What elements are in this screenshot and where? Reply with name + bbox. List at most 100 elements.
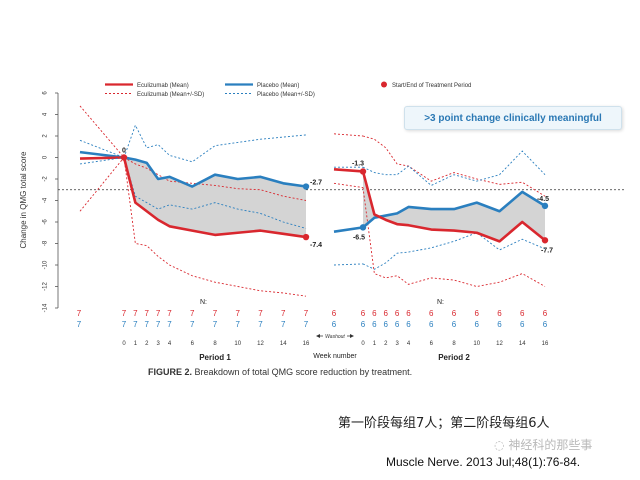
n-eculizumab: 6 [475, 309, 480, 318]
n-eculizumab: 7 [167, 309, 172, 318]
n-eculizumab: 7 [77, 309, 82, 318]
eculizumab-end-marker [302, 233, 310, 241]
y-tick-label: 0 [43, 155, 49, 159]
n-placebo: 6 [543, 320, 548, 329]
n-eculizumab: 6 [384, 309, 389, 318]
n-placebo: 7 [122, 320, 127, 329]
eculizumab-sd-lower-line [123, 157, 307, 297]
n-placebo: 7 [304, 320, 309, 329]
legend-entry: Eculizumab (Mean+/-SD) [137, 92, 204, 98]
n-placebo: 7 [281, 320, 286, 329]
x-tick-label: 1 [373, 341, 377, 347]
x-tick-label: 2 [145, 341, 149, 347]
x-tick-label: 2 [384, 341, 388, 347]
placebo-baseline-sd-lower [79, 157, 125, 165]
legend-entry: Placebo (Mean+/-SD) [257, 92, 315, 98]
eculizumab-sd-lower-line [362, 187, 546, 287]
start-marker [120, 154, 128, 161]
eculizumab-mean-line [122, 157, 307, 239]
n-placebo: 6 [332, 320, 337, 329]
washout-label-bg [323, 332, 347, 340]
legend-entry: Eculizumab (Mean) [137, 83, 189, 89]
y-tick-label: -4 [43, 197, 49, 203]
y-tick-label: -14 [43, 303, 49, 312]
washout-label: Washout [325, 334, 345, 340]
clinical-callout: >3 point change clinically meaningful [404, 106, 622, 130]
n-eculizumab: 6 [497, 309, 502, 318]
n-eculizumab: 6 [406, 309, 411, 318]
y-tick-label: -10 [43, 260, 49, 269]
n-placebo: 6 [429, 320, 434, 329]
n-eculizumab: 7 [156, 309, 161, 318]
x-tick-label: 4 [168, 341, 172, 347]
x-tick-label: 3 [156, 341, 160, 347]
start-value-label: 0 [122, 148, 126, 155]
n-placebo: 6 [497, 320, 502, 329]
legend-entry: Start/End of Treatment Period [392, 83, 471, 89]
eculizumab-start-marker [359, 168, 367, 175]
y-tick-label: -2 [43, 176, 49, 182]
x-tick-label: 16 [542, 341, 549, 347]
n-eculizumab: 7 [236, 309, 241, 318]
eculizumab-start-label: -1.3 [352, 160, 364, 167]
x-tick-label: 0 [122, 341, 126, 347]
n-eculizumab: 6 [520, 309, 525, 318]
placebo-end-marker [541, 202, 549, 210]
chinese-caption: 第一阶段每组7人；第二阶段每组6人 [338, 416, 550, 431]
n-eculizumab: 7 [258, 309, 263, 318]
difference-area [363, 171, 545, 242]
x-tick-label: 10 [473, 341, 480, 347]
n-eculizumab: 6 [429, 309, 434, 318]
n-placebo: 6 [361, 320, 366, 329]
placebo-sd-upper-line [362, 150, 546, 186]
n-placebo: 7 [77, 320, 82, 329]
n-eculizumab: 6 [395, 309, 400, 318]
placebo-baseline-sd-lower [333, 263, 364, 266]
n-placebo: 7 [156, 320, 161, 329]
x-tick-label: 12 [257, 341, 264, 347]
n-placebo: 6 [384, 320, 389, 329]
eculizumab-end-label: -7.7 [541, 247, 553, 254]
legend-entry: Placebo (Mean) [257, 83, 299, 89]
placebo-end-marker [302, 183, 310, 190]
placebo-mean-line [123, 156, 307, 188]
placebo-sd-upper-line [123, 124, 307, 163]
watermark: ◌ 神经科的那些事 [494, 436, 592, 453]
n-eculizumab: 7 [281, 309, 286, 318]
eculizumab-baseline-sd-upper [79, 105, 125, 158]
y-tick-label: 2 [43, 134, 49, 138]
n-placebo: 6 [406, 320, 411, 329]
figure-caption-text: Breakdown of total QMG score reduction b… [194, 367, 413, 377]
x-tick-label: 3 [395, 341, 399, 347]
eculizumab-baseline-sd-lower [333, 182, 364, 189]
figure-caption: FIGURE 2. Breakdown of total QMG score r… [148, 367, 412, 377]
n-placebo: 7 [213, 320, 218, 329]
x-tick-label: 8 [452, 341, 456, 347]
watermark-text: 神经科的那些事 [508, 438, 593, 452]
y-tick-label: -8 [43, 240, 49, 246]
n-label: N: [437, 299, 444, 306]
x-tick-label: 16 [303, 341, 310, 347]
x-axis-label: Week number [313, 353, 357, 360]
n-eculizumab: 7 [304, 309, 309, 318]
figure-caption-label: FIGURE 2. [148, 367, 193, 377]
n-eculizumab: 7 [122, 309, 127, 318]
n-eculizumab: 6 [361, 309, 366, 318]
eculizumab-baseline-segment [79, 156, 125, 160]
x-tick-label: 10 [234, 341, 241, 347]
placebo-sd-lower-line [362, 232, 546, 270]
placebo-baseline-segment [333, 226, 364, 233]
placebo-mean-line [362, 190, 546, 229]
x-tick-label: 12 [496, 341, 503, 347]
eculizumab-baseline-sd-lower [79, 157, 125, 212]
n-eculizumab: 6 [332, 309, 337, 318]
eculizumab-end-label: -7.4 [310, 242, 322, 249]
x-tick-label: 0 [361, 341, 365, 347]
period-label: Period 2 [438, 353, 470, 362]
placebo-start-marker [359, 224, 367, 231]
x-tick-label: 6 [191, 341, 195, 347]
eculizumab-end-marker [541, 237, 549, 244]
n-eculizumab: 7 [133, 309, 138, 318]
n-eculizumab: 6 [372, 309, 377, 318]
